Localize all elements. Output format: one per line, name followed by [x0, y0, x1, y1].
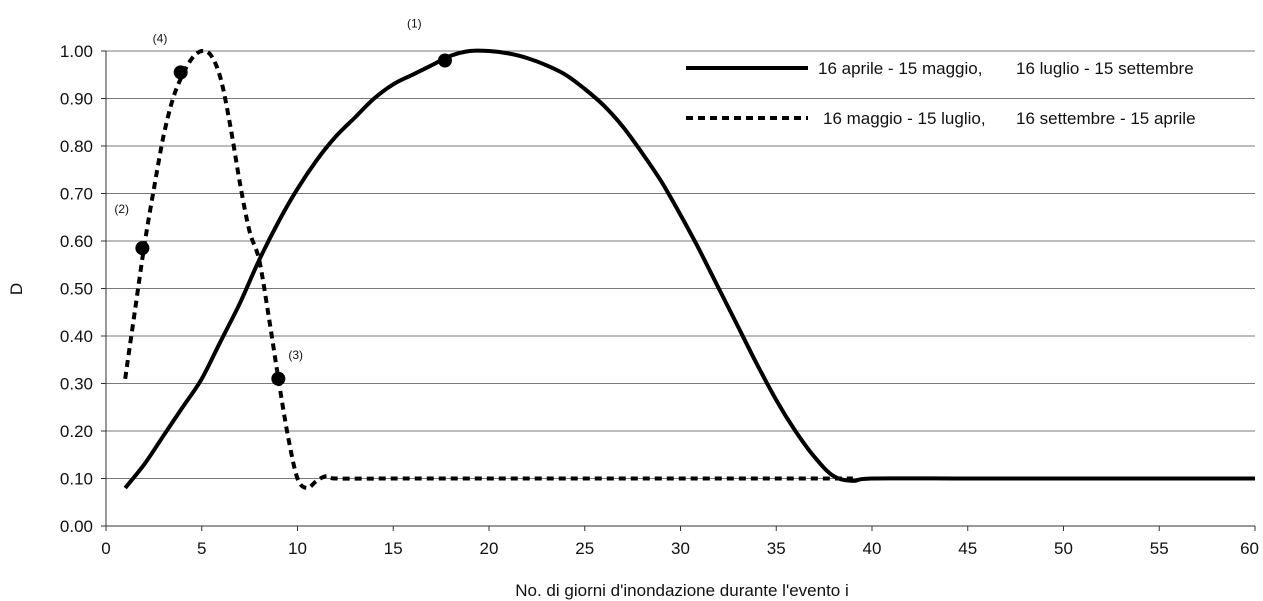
x-tick-labels: 0 5 10 15 20 25 30 35 40 45 50 55 60: [101, 526, 1259, 558]
x-tick-label: 10: [288, 539, 307, 558]
x-tick-label: 40: [863, 539, 882, 558]
y-tick-label: 0.30: [60, 375, 93, 394]
y-tick-label: 0.40: [60, 327, 93, 346]
marker-label: (1): [407, 17, 422, 31]
legend-label-solid-b: 16 luglio - 15 settembre: [1016, 59, 1194, 78]
series-lines: [123, 48, 1255, 490]
x-tick-label: 30: [671, 539, 690, 558]
y-tick-label: 0.10: [60, 470, 93, 489]
y-tick-label: 0.00: [60, 517, 93, 536]
marker-label: (2): [114, 202, 129, 216]
marker-label: (3): [288, 348, 303, 362]
y-tick-labels: 0.00 0.10 0.20 0.30 0.40 0.50 0.60 0.70 0.80 0.90…: [60, 42, 106, 536]
x-tick-label: 25: [575, 539, 594, 558]
marker-point: [173, 65, 188, 80]
point-markers: (1) (2) (3) (4): [114, 17, 452, 386]
x-tick-label: 50: [1054, 539, 1073, 558]
x-tick-label: 55: [1150, 539, 1169, 558]
x-tick-label: 20: [480, 539, 499, 558]
y-tick-label: 0.80: [60, 137, 93, 156]
y-tick-label: 0.20: [60, 422, 93, 441]
y-tick-label: 0.60: [60, 232, 93, 251]
y-tick-label: 0.90: [60, 90, 93, 109]
legend-label-solid-a: 16 aprile - 15 maggio,: [818, 59, 982, 78]
marker-point: [135, 241, 150, 256]
y-axis-title: D: [7, 283, 26, 295]
marker-label: (4): [153, 31, 168, 45]
series-line-solid: [123, 48, 1255, 490]
marker-point: [271, 371, 286, 386]
x-tick-label: 5: [197, 539, 206, 558]
series-line-dashed: [123, 48, 853, 490]
y-tick-label: 0.50: [60, 280, 93, 299]
x-axis-title: No. di giorni d'inondazione durante l'ev…: [515, 581, 849, 600]
marker-point: [437, 53, 452, 68]
grid-lines: [106, 50, 1255, 479]
legend-label-dashed-b: 16 settembre - 15 aprile: [1016, 109, 1196, 128]
x-tick-label: 15: [384, 539, 403, 558]
x-tick-label: 60: [1240, 539, 1259, 558]
y-tick-label: 0.70: [60, 185, 93, 204]
x-tick-label: 35: [767, 539, 786, 558]
x-tick-label: 0: [101, 539, 110, 558]
x-tick-label: 45: [958, 539, 977, 558]
y-tick-label: 1.00: [60, 42, 93, 61]
legend-label-dashed-a: 16 maggio - 15 luglio,: [823, 109, 986, 128]
legend: 16 aprile - 15 maggio, 16 luglio - 15 se…: [686, 59, 1196, 128]
